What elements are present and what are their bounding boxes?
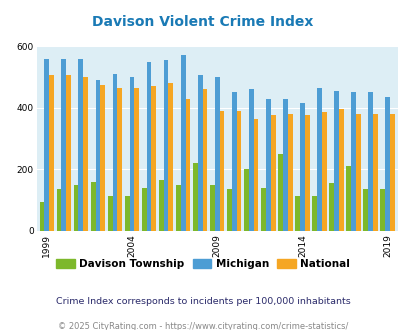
Bar [112, 74, 117, 231]
Bar [260, 188, 265, 231]
Bar [44, 58, 49, 231]
Bar [175, 185, 180, 231]
Bar [236, 111, 241, 231]
Bar [107, 196, 112, 231]
Bar [311, 196, 316, 231]
Bar [367, 92, 372, 231]
Bar [231, 92, 236, 231]
Bar [163, 60, 168, 231]
Bar [270, 115, 275, 231]
Bar [333, 91, 338, 231]
Bar [168, 83, 173, 231]
Bar [350, 92, 355, 231]
Bar [185, 99, 190, 231]
Bar [192, 163, 197, 231]
Bar [355, 114, 360, 231]
Bar [362, 189, 367, 231]
Bar [124, 196, 129, 231]
Bar [202, 89, 207, 231]
Bar [265, 99, 270, 231]
Bar [282, 99, 287, 231]
Bar [180, 55, 185, 231]
Bar [95, 80, 100, 231]
Bar [129, 77, 134, 231]
Text: © 2025 CityRating.com - https://www.cityrating.com/crime-statistics/: © 2025 CityRating.com - https://www.city… [58, 322, 347, 330]
Bar [219, 111, 224, 231]
Bar [316, 88, 321, 231]
Bar [57, 189, 61, 231]
Bar [83, 77, 88, 231]
Bar [214, 77, 219, 231]
Bar [243, 169, 248, 231]
Bar [209, 185, 214, 231]
Bar [294, 196, 299, 231]
Bar [345, 166, 350, 231]
Bar [299, 103, 304, 231]
Bar [328, 183, 333, 231]
Bar [248, 89, 253, 231]
Bar [197, 76, 202, 231]
Bar [49, 76, 54, 231]
Bar [253, 118, 258, 231]
Bar [66, 76, 71, 231]
Legend: Davison Township, Michigan, National: Davison Township, Michigan, National [52, 255, 353, 273]
Bar [78, 58, 83, 231]
Bar [100, 85, 105, 231]
Bar [141, 188, 146, 231]
Bar [134, 88, 139, 231]
Bar [389, 114, 394, 231]
Bar [146, 62, 151, 231]
Bar [90, 182, 95, 231]
Bar [321, 113, 326, 231]
Text: Davison Violent Crime Index: Davison Violent Crime Index [92, 15, 313, 29]
Text: Crime Index corresponds to incidents per 100,000 inhabitants: Crime Index corresponds to incidents per… [55, 297, 350, 306]
Bar [158, 180, 163, 231]
Bar [287, 114, 292, 231]
Bar [338, 109, 343, 231]
Bar [372, 114, 377, 231]
Bar [74, 185, 78, 231]
Bar [117, 88, 122, 231]
Bar [151, 86, 156, 231]
Bar [40, 202, 44, 231]
Bar [379, 189, 384, 231]
Bar [226, 189, 231, 231]
Bar [61, 58, 66, 231]
Bar [304, 115, 309, 231]
Bar [277, 154, 282, 231]
Bar [384, 97, 389, 231]
